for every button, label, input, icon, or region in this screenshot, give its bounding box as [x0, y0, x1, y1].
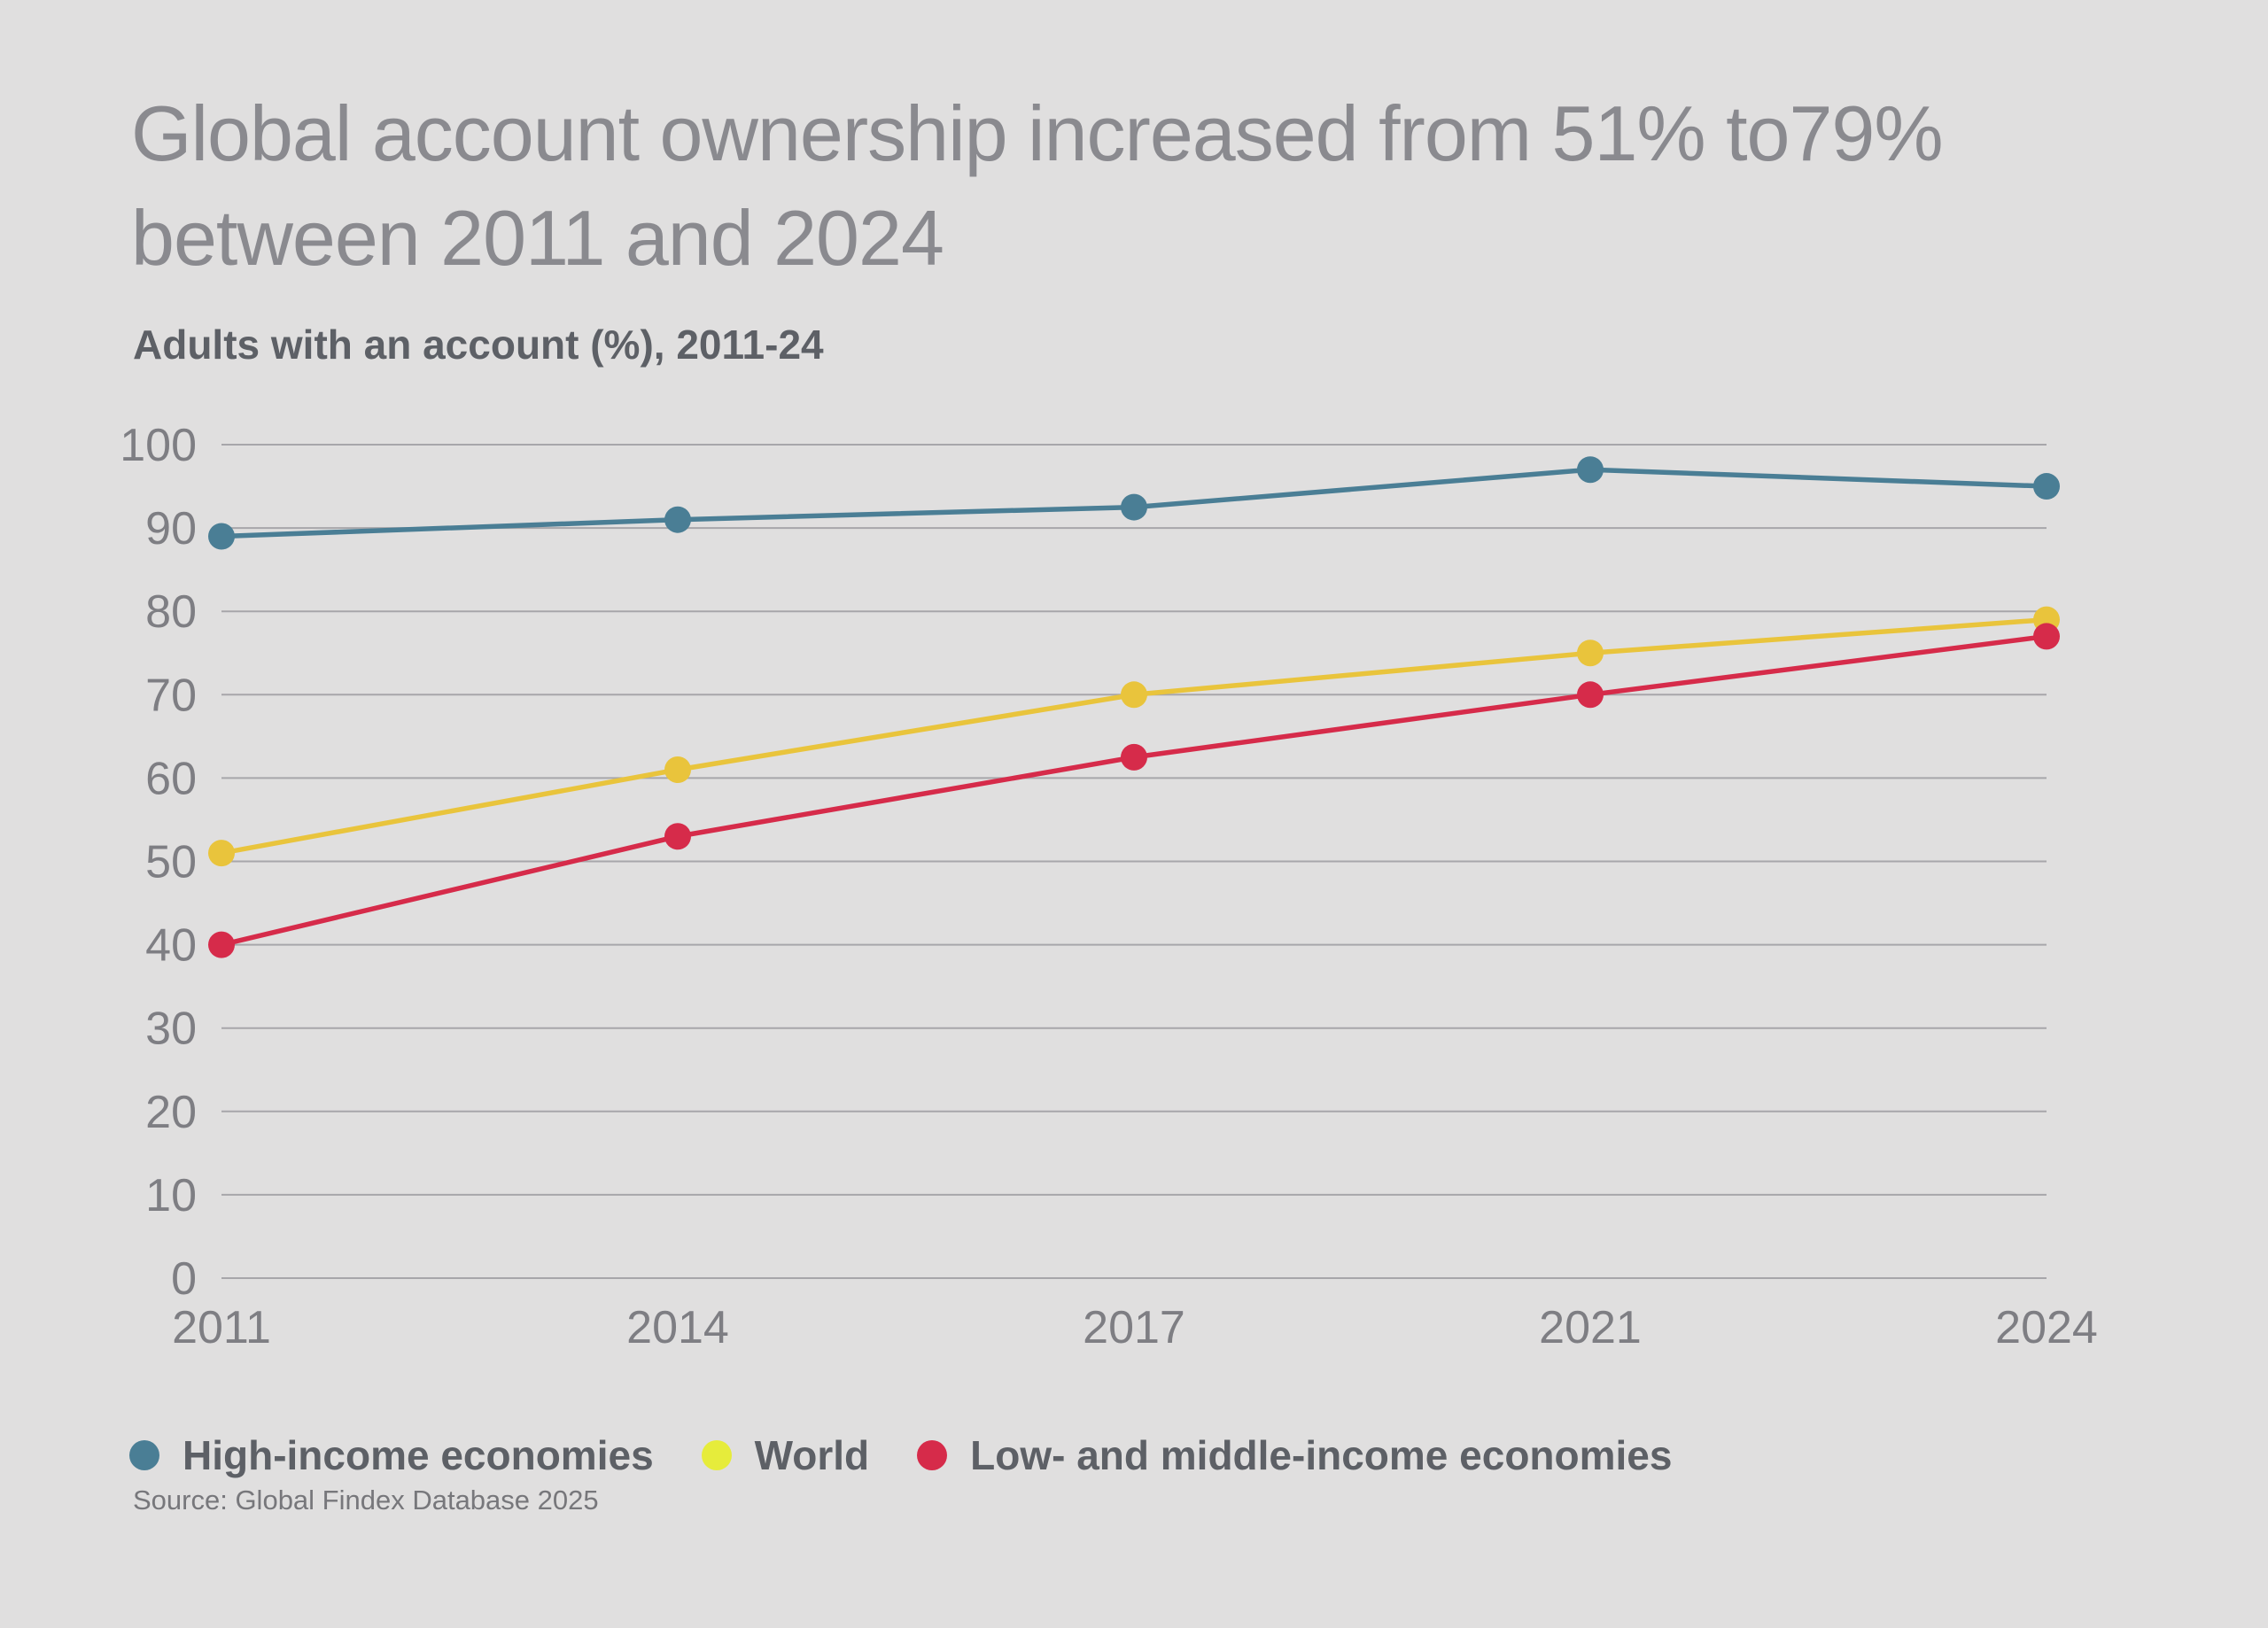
data-point-low-and-middle-income-economies-2011	[208, 931, 235, 958]
y-axis-label-20: 20	[145, 1087, 197, 1138]
x-axis-label-2017: 2017	[1083, 1302, 1185, 1353]
y-axis-label-80: 80	[145, 586, 197, 638]
legend-label-high-income-economies: High-income economies	[183, 1432, 654, 1478]
legend-item-low-and-middle-income-economies: Low- and middle-income economies	[917, 1431, 1672, 1479]
data-point-high-income-economies-2014	[664, 506, 691, 533]
x-axis-label-2024: 2024	[1995, 1302, 2098, 1353]
legend-dot-world	[701, 1440, 732, 1470]
x-axis-label-2011: 2011	[172, 1302, 271, 1353]
y-axis-label-30: 30	[145, 1004, 197, 1055]
data-point-low-and-middle-income-economies-2017	[1121, 743, 1147, 771]
data-point-low-and-middle-income-economies-2021	[1577, 681, 1604, 709]
legend-label-low-and-middle-income-economies: Low- and middle-income economies	[970, 1432, 1673, 1478]
y-axis-label-90: 90	[145, 503, 197, 554]
data-point-high-income-economies-2024	[2033, 473, 2060, 500]
data-point-high-income-economies-2011	[208, 523, 235, 550]
data-point-high-income-economies-2021	[1577, 456, 1604, 484]
legend-item-world: World	[701, 1431, 870, 1479]
legend-label-world: World	[754, 1432, 870, 1478]
data-point-low-and-middle-income-economies-2014	[664, 823, 691, 850]
data-point-world-2017	[1121, 681, 1147, 709]
data-point-high-income-economies-2017	[1121, 493, 1147, 521]
series-line-world	[219, 616, 2049, 856]
y-axis-label-50: 50	[145, 837, 197, 888]
chart-title: Global account ownership increased from …	[131, 81, 2169, 291]
x-axis-label-2014: 2014	[626, 1302, 729, 1353]
chart-legend: High-income economies World Low- and middl…	[129, 1431, 1672, 1479]
data-point-low-and-middle-income-economies-2024	[2033, 623, 2060, 650]
chart-title-line-2: between 2011 and 2024	[131, 194, 944, 282]
data-point-world-2011	[208, 840, 235, 867]
legend-dot-high-income-economies	[129, 1440, 159, 1470]
data-point-world-2014	[664, 756, 691, 783]
y-axis-label-40: 40	[145, 920, 197, 972]
y-axis-label-60: 60	[145, 753, 197, 804]
y-axis-label-70: 70	[145, 670, 197, 721]
data-point-world-2021	[1577, 640, 1604, 667]
legend-dot-low-and-middle-income-economies	[917, 1440, 948, 1470]
x-axis-label-2021: 2021	[1539, 1302, 1642, 1353]
chart-title-line-1: Global account ownership increased from …	[131, 89, 1944, 177]
y-axis-label-10: 10	[145, 1170, 197, 1221]
legend-item-high-income-economies: High-income economies	[129, 1431, 654, 1479]
y-axis-label-100: 100	[120, 420, 197, 471]
y-axis-label-0: 0	[171, 1253, 197, 1305]
source-note: Source: Global Findex Database 2025	[133, 1485, 599, 1516]
chart-subtitle: Adults with an account (%), 2011-24	[133, 322, 824, 368]
